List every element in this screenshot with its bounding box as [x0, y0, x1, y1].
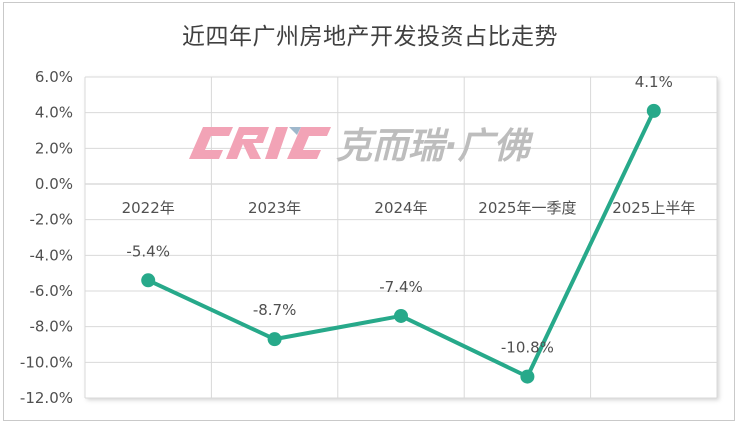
data-point-marker [267, 332, 282, 347]
data-point-marker [394, 308, 408, 323]
data-point-marker [141, 273, 156, 288]
data-value-label: -5.4% [126, 242, 170, 260]
data-value-label: -7.4% [379, 278, 423, 296]
data-point-marker [646, 103, 661, 118]
y-tick-label: 0.0% [35, 175, 73, 193]
y-tick-label: -4.0% [29, 246, 73, 264]
x-category-label: 2025年一季度 [478, 199, 576, 217]
data-value-label: -8.7% [253, 301, 297, 319]
y-tick-label: -10.0% [20, 353, 73, 371]
data-value-label: 4.1% [635, 73, 673, 91]
cric-logo [189, 127, 331, 159]
watermark-text: 克而瑞·广佛 [336, 126, 534, 167]
y-tick-label: 4.0% [35, 104, 73, 122]
y-tick-label: -12.0% [20, 389, 73, 407]
y-tick-label: -6.0% [29, 282, 73, 300]
chart-title: 近四年广州房地产开发投资占比走势 [182, 24, 558, 50]
data-point-marker [520, 369, 535, 384]
watermark: 克而瑞·广佛 [189, 126, 534, 167]
y-tick-label: 2.0% [35, 139, 73, 157]
x-axis-categories: 2022年 2023年 2024年 2025年一季度 2025上半年 [122, 199, 696, 217]
data-labels: -5.4% -8.7% -7.4% -10.8% 4.1% [126, 73, 672, 357]
data-value-label: -10.8% [501, 339, 554, 357]
y-axis-ticks: 6.0% 4.0% 2.0% 0.0% -2.0% -4.0% -6.0% -8.0% -10.… [20, 68, 73, 407]
x-category-label: 2022年 [122, 199, 175, 217]
horizontal-gridlines [85, 76, 717, 399]
y-tick-label: -8.0% [29, 318, 73, 336]
plot-area [85, 77, 717, 398]
x-category-label: 2025上半年 [612, 199, 695, 217]
y-tick-label: -2.0% [29, 211, 73, 229]
x-category-label: 2023年 [248, 199, 301, 217]
series-line [141, 103, 661, 384]
x-category-label: 2024年 [374, 199, 427, 217]
y-tick-label: 6.0% [35, 68, 73, 86]
